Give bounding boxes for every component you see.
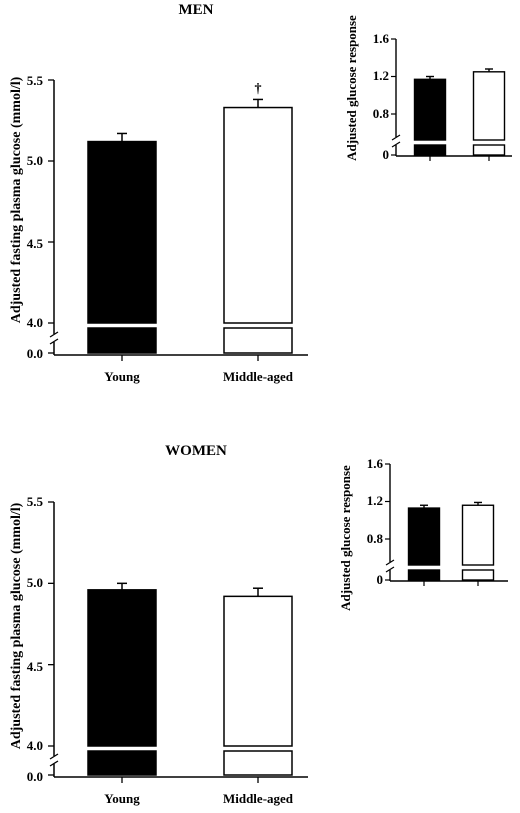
- y-tick-label: 0.0: [27, 769, 43, 784]
- axis-break-mark: [49, 753, 59, 760]
- inset-bar-stub: [472, 144, 506, 156]
- y-axis-label: Adjusted fasting plasma glucose (mmol/l): [9, 76, 24, 323]
- bar: [87, 589, 157, 747]
- inset-bar-stub: [413, 144, 447, 156]
- axis-break-mark: [385, 559, 395, 566]
- axis-break-mark: [391, 134, 401, 141]
- y-tick-label: 0.0: [27, 346, 43, 361]
- bar-stub: [87, 750, 157, 776]
- inset-y-tick-label: 0.8: [367, 531, 384, 546]
- bar-stub: [223, 327, 293, 354]
- inset-bar: [407, 507, 441, 566]
- inset-y-tick-label: 0.8: [373, 106, 390, 121]
- men-main-chart: MEN Adjusted fasting plasma glucose (mmo…: [9, 2, 308, 384]
- y-tick-label: 4.5: [27, 236, 44, 251]
- inset-y-tick-label: 1.2: [367, 493, 383, 508]
- x-category-label: Middle-aged: [223, 791, 294, 806]
- bar-stub: [223, 750, 293, 776]
- y-tick-label: 5.5: [27, 494, 44, 509]
- men-inset-chart: Adjusted glucose response 0 0.8 1.2 1.6: [344, 15, 512, 162]
- inset-y-tick-label: 1.6: [373, 31, 390, 46]
- inset-y-tick-label: 1.2: [373, 68, 389, 83]
- inset-bar: [472, 71, 506, 141]
- inset-bar-stub: [461, 569, 495, 581]
- x-category-label: Young: [104, 791, 140, 806]
- inset-bar: [461, 504, 495, 566]
- y-tick-label: 4.0: [27, 315, 43, 330]
- inset-y-tick-label: 0: [377, 572, 384, 587]
- chart-title: WOMEN: [165, 443, 227, 459]
- women-main-chart: WOMEN Adjusted fasting plasma glucose (m…: [9, 443, 308, 806]
- inset-y-axis-label: Adjusted glucose response: [344, 15, 359, 161]
- significance-marker: †: [255, 81, 262, 96]
- inset-bar-stub: [407, 569, 441, 581]
- y-tick-label: 5.5: [27, 73, 44, 88]
- women-inset-chart: Adjusted glucose response 0 0.8 1.2 1.6: [338, 456, 508, 611]
- bar: [223, 106, 293, 324]
- inset-y-tick-label: 1.6: [367, 456, 384, 471]
- inset-bar: [413, 78, 447, 141]
- x-category-label: Middle-aged: [223, 369, 294, 384]
- axis-break-mark: [391, 141, 401, 148]
- x-category-label: Young: [104, 369, 140, 384]
- axis-break-mark: [49, 338, 59, 345]
- y-tick-label: 4.0: [27, 738, 43, 753]
- axis-break-mark: [49, 760, 59, 767]
- bar-stub: [87, 327, 157, 354]
- axis-break-mark: [49, 331, 59, 338]
- bar: [87, 140, 157, 324]
- y-axis-label: Adjusted fasting plasma glucose (mmol/l): [9, 502, 24, 749]
- y-tick-label: 5.0: [27, 153, 43, 168]
- axis-break-mark: [385, 566, 395, 573]
- chart-title: MEN: [179, 2, 214, 18]
- bar: [223, 595, 293, 747]
- inset-y-axis-label: Adjusted glucose response: [338, 465, 353, 611]
- inset-y-tick-label: 0: [383, 147, 390, 162]
- y-tick-label: 5.0: [27, 575, 43, 590]
- y-tick-label: 4.5: [27, 659, 44, 674]
